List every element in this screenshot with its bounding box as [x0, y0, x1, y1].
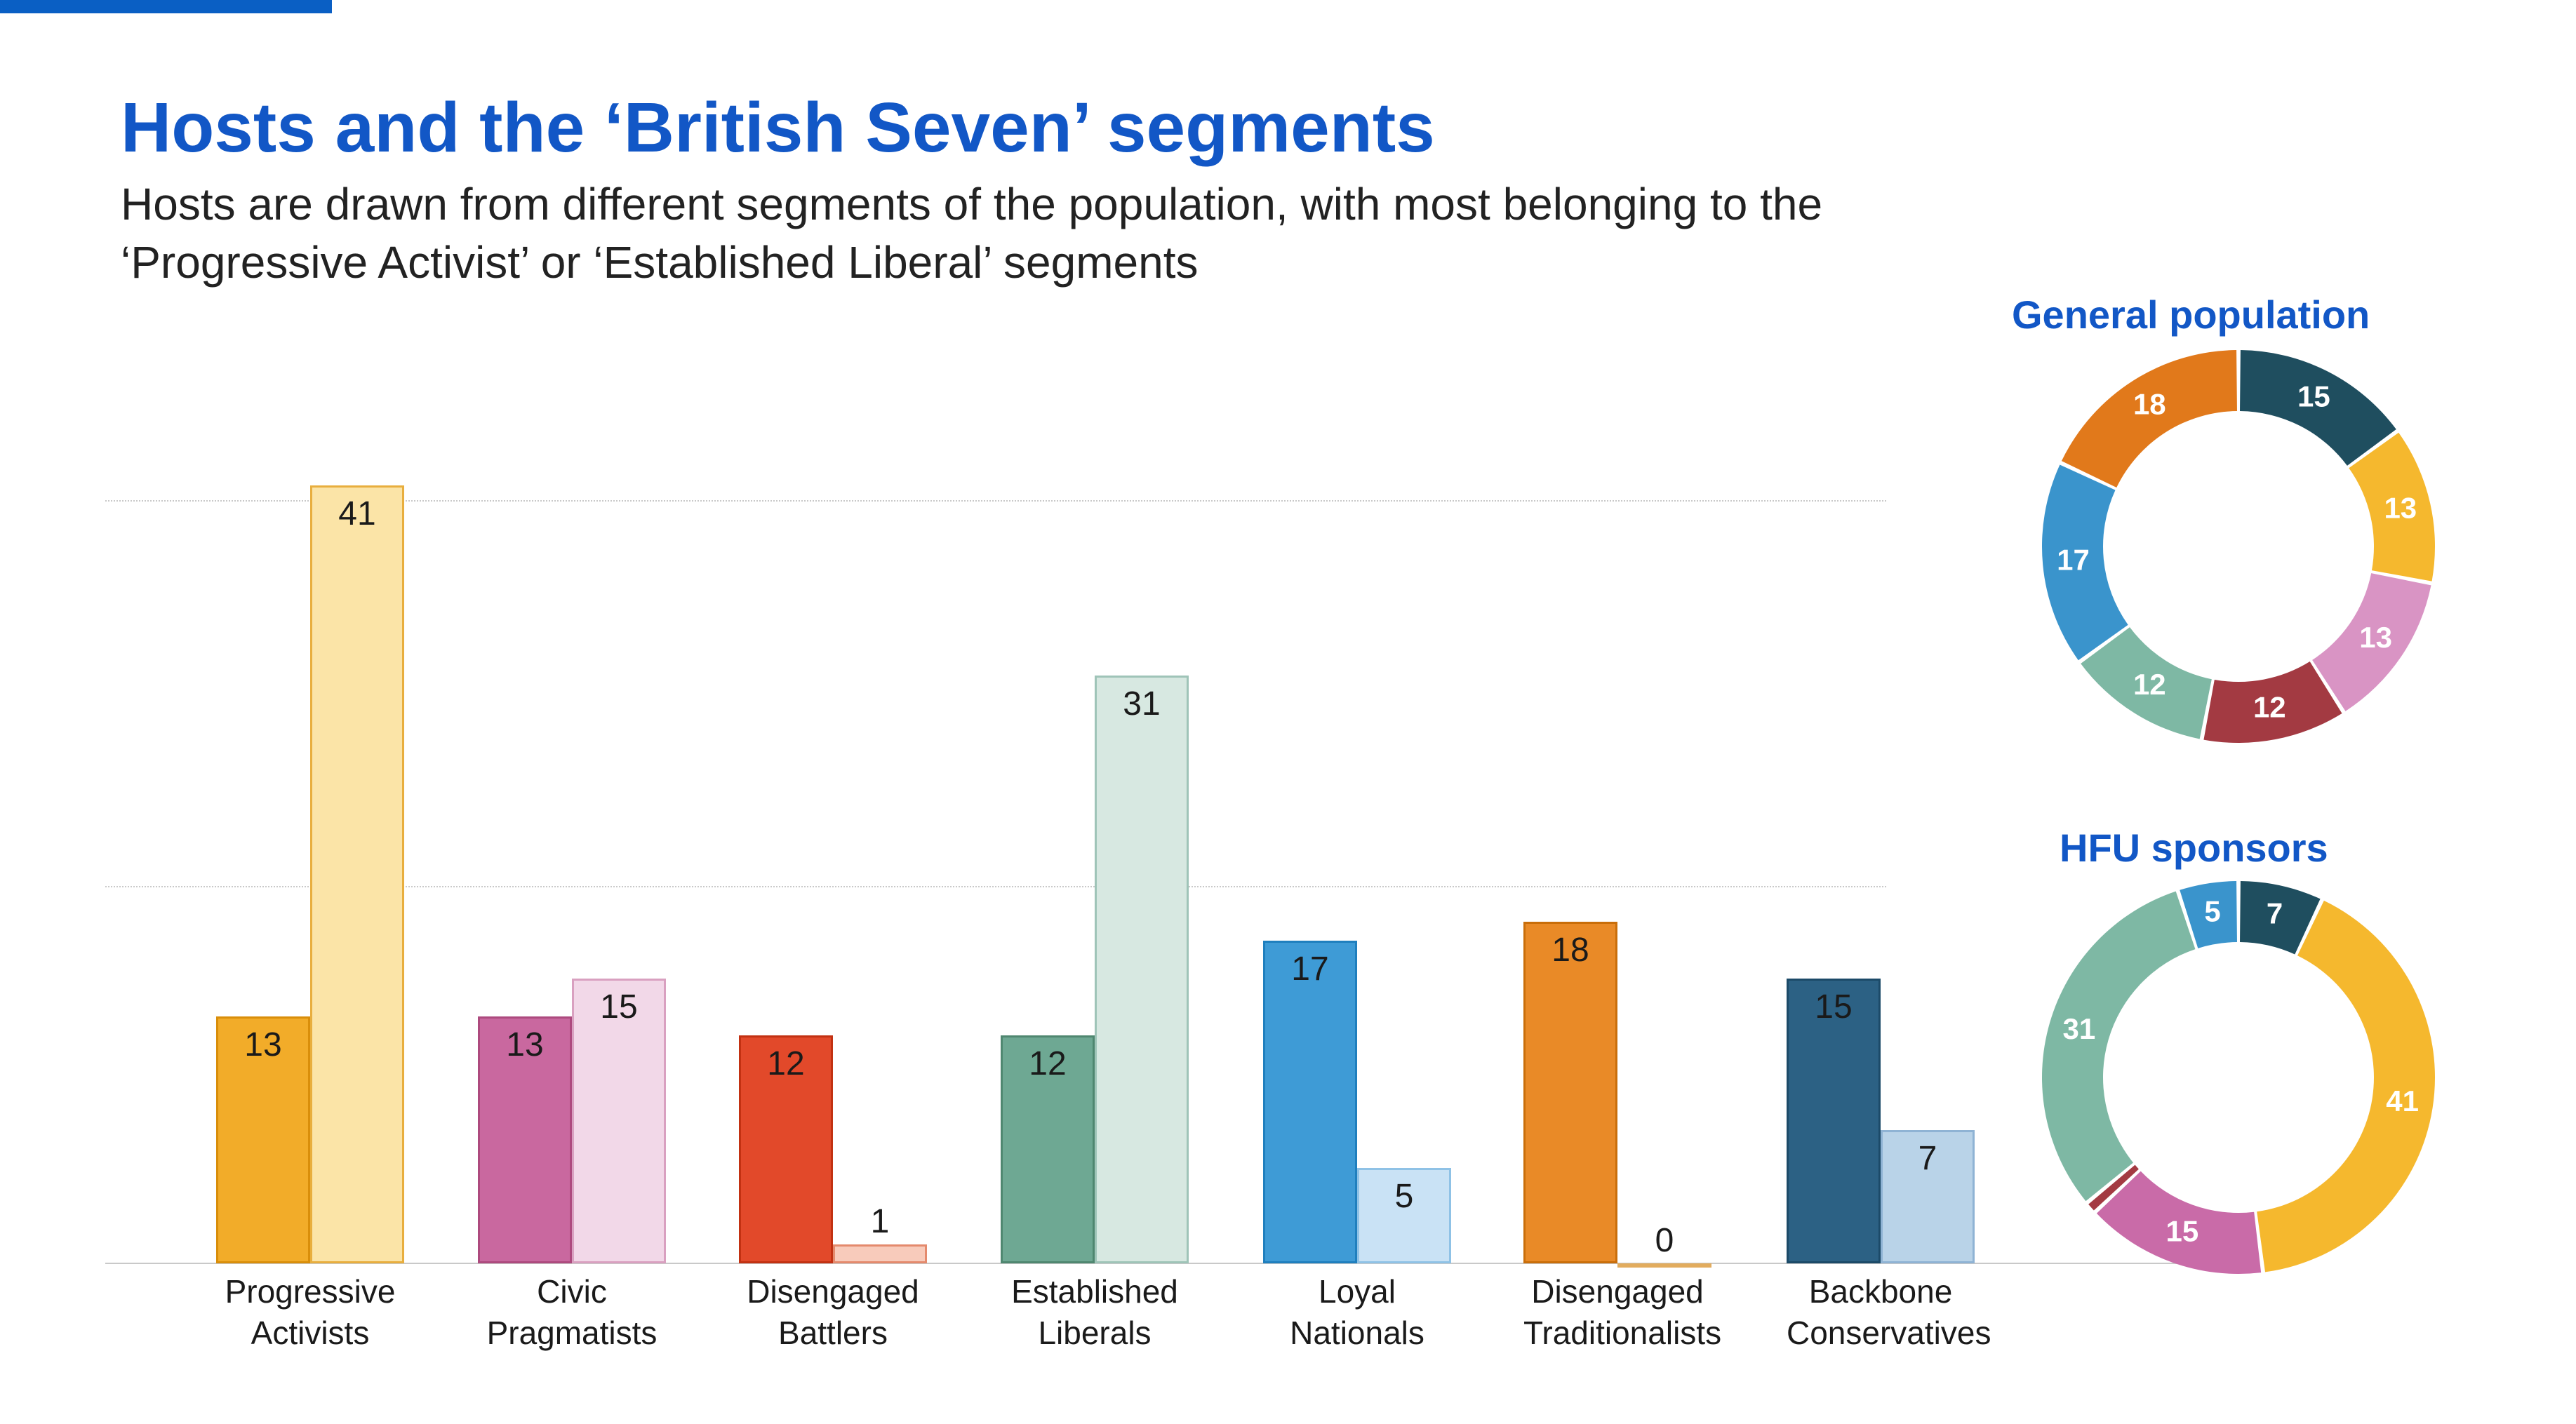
svg-text:31: 31: [2063, 1012, 2096, 1045]
svg-text:7: 7: [2267, 896, 2283, 929]
svg-text:5: 5: [2204, 894, 2220, 927]
svg-text:15: 15: [2166, 1215, 2199, 1248]
svg-text:41: 41: [2386, 1084, 2419, 1117]
